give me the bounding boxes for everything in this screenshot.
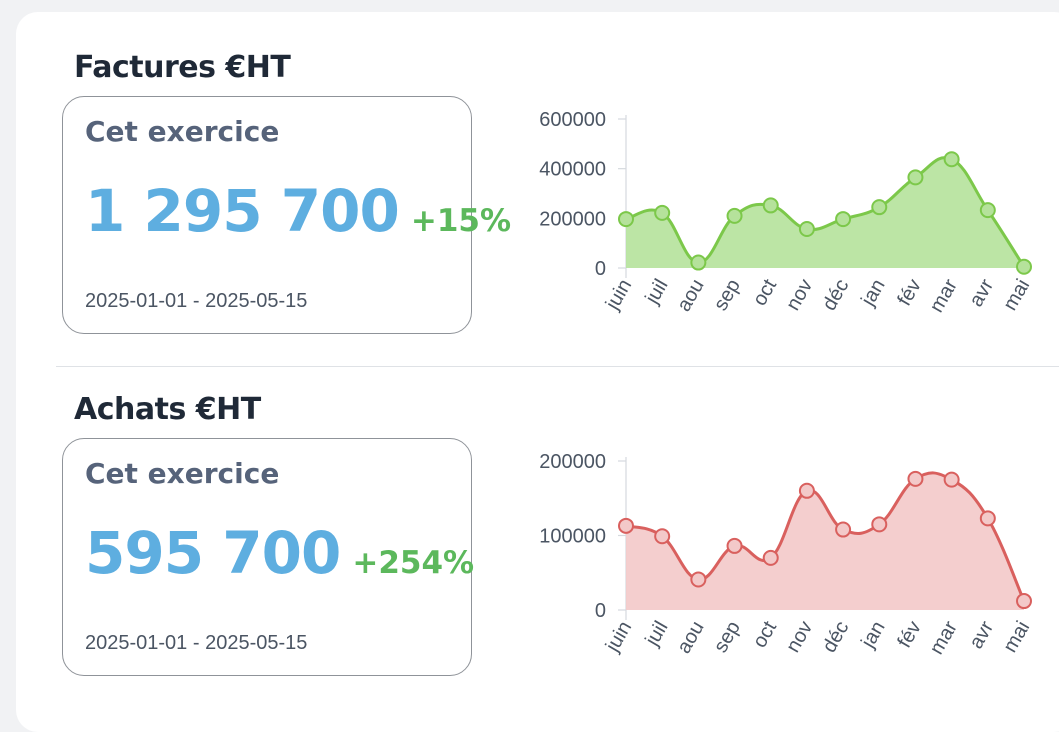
factures-chart-data-point[interactable]	[618, 211, 634, 228]
section-divider	[56, 366, 1059, 367]
factures-title: Factures €HT	[74, 50, 291, 85]
factures-chart-y-tick-label: 0	[595, 258, 606, 280]
achats-chart-data-point[interactable]	[979, 510, 996, 527]
factures-chart-x-tick-label: nov	[782, 276, 817, 315]
factures-stat-value: 1 295 700	[85, 177, 400, 245]
achats-chart-data-point[interactable]	[798, 482, 815, 499]
factures-chart-data-point[interactable]	[690, 254, 707, 271]
achats-stat-box: Cet exercice 595 700 +254% 2025-01-01 - …	[62, 438, 474, 676]
achats-chart-data-point[interactable]	[726, 537, 743, 554]
achats-chart-area-fill	[626, 472, 1024, 610]
achats-stat-change: +254%	[352, 545, 475, 581]
factures-chart-x-tick-label: aou	[673, 276, 709, 316]
achats-stat-label: Cet exercice	[85, 457, 280, 490]
achats-chart-x-tick-label: oct	[749, 617, 782, 651]
achats-chart-x-tick-label: juil	[641, 618, 673, 651]
achats-stat-value: 595 700	[85, 519, 341, 587]
factures-stat-change: +15%	[410, 203, 512, 239]
factures-chart-x-tick-label: sep	[710, 276, 745, 315]
factures-chart-data-point[interactable]	[798, 221, 815, 238]
factures-chart-x-tick-label: fév	[893, 276, 925, 310]
factures-stat-period: 2025-01-01 - 2025-05-15	[85, 290, 308, 312]
factures-chart-area-fill	[626, 157, 1024, 268]
achats-chart-x-tick-label: juin	[601, 618, 636, 657]
dashboard-card	[16, 12, 1059, 732]
achats-chart-data-point[interactable]	[654, 528, 671, 545]
factures-chart-x-tick-label: juil	[641, 276, 673, 309]
achats-chart-x-tick-label: avr	[965, 617, 998, 652]
achats-chart-x-tick-label: déc	[818, 618, 853, 657]
factures-chart-data-point[interactable]	[979, 202, 996, 219]
achats-chart-data-point[interactable]	[835, 521, 852, 538]
factures-chart-x-tick-label: mai	[999, 276, 1034, 315]
factures-chart-y-tick-label: 400000	[539, 159, 606, 181]
factures-stat-row: 1 295 700 +15%	[85, 177, 511, 245]
factures-chart-data-point[interactable]	[907, 169, 924, 186]
factures-chart[interactable]: 0 200000 400000 600000 juin juil aou sep oct nov d…	[510, 100, 1040, 340]
factures-stat-label: Cet exercice	[85, 115, 280, 148]
achats-stat-period: 2025-01-01 - 2025-05-15	[85, 632, 308, 654]
factures-chart-x-tick-label: mar	[926, 275, 962, 316]
factures-chart-x-tick-label: juin	[601, 276, 636, 315]
factures-chart-x-tick-label: avr	[965, 275, 998, 310]
factures-chart-y-tick-label: 600000	[539, 109, 606, 131]
factures-chart-x-tick-label: jan	[857, 276, 890, 311]
factures-chart-data-point[interactable]	[726, 207, 743, 224]
factures-chart-data-point[interactable]	[654, 204, 671, 221]
achats-chart-y-tick-label: 100000	[539, 526, 606, 548]
achats-chart-data-point[interactable]	[762, 549, 779, 566]
factures-chart-data-point[interactable]	[871, 199, 888, 216]
achats-chart-data-point[interactable]	[907, 470, 924, 487]
achats-chart-x-tick-label: mar	[926, 617, 962, 658]
factures-chart-data-point[interactable]	[835, 211, 852, 228]
achats-chart[interactable]: 0 100000 200000 juin juil aou sep oct nov déc jan f…	[510, 442, 1040, 682]
factures-chart-x-tick-label: déc	[818, 276, 853, 315]
factures-chart-data-point[interactable]	[762, 197, 779, 214]
factures-chart-data-point[interactable]	[1016, 258, 1032, 275]
achats-chart-data-point[interactable]	[690, 571, 707, 588]
factures-chart-data-point[interactable]	[943, 151, 960, 168]
achats-stat-row: 595 700 +254%	[85, 519, 474, 587]
achats-chart-data-point[interactable]	[871, 516, 888, 533]
factures-chart-x-tick-label: oct	[749, 275, 782, 309]
factures-chart-y-tick-label: 200000	[539, 208, 606, 230]
achats-chart-x-tick-label: nov	[782, 618, 817, 657]
achats-chart-y-tick-label: 0	[595, 600, 606, 622]
achats-chart-data-point[interactable]	[943, 471, 960, 488]
achats-chart-x-tick-label: jan	[857, 618, 890, 653]
achats-chart-x-tick-label: mai	[999, 618, 1034, 657]
achats-chart-data-point[interactable]	[618, 517, 634, 534]
achats-chart-data-point[interactable]	[1016, 593, 1032, 610]
achats-chart-y-tick-label: 200000	[539, 451, 606, 473]
achats-chart-x-tick-label: sep	[710, 618, 745, 657]
achats-chart-x-tick-label: fév	[893, 618, 925, 652]
factures-stat-box: Cet exercice 1 295 700 +15% 2025-01-01 -…	[62, 96, 511, 334]
achats-chart-x-tick-label: aou	[673, 618, 709, 658]
achats-title: Achats €HT	[74, 392, 261, 427]
